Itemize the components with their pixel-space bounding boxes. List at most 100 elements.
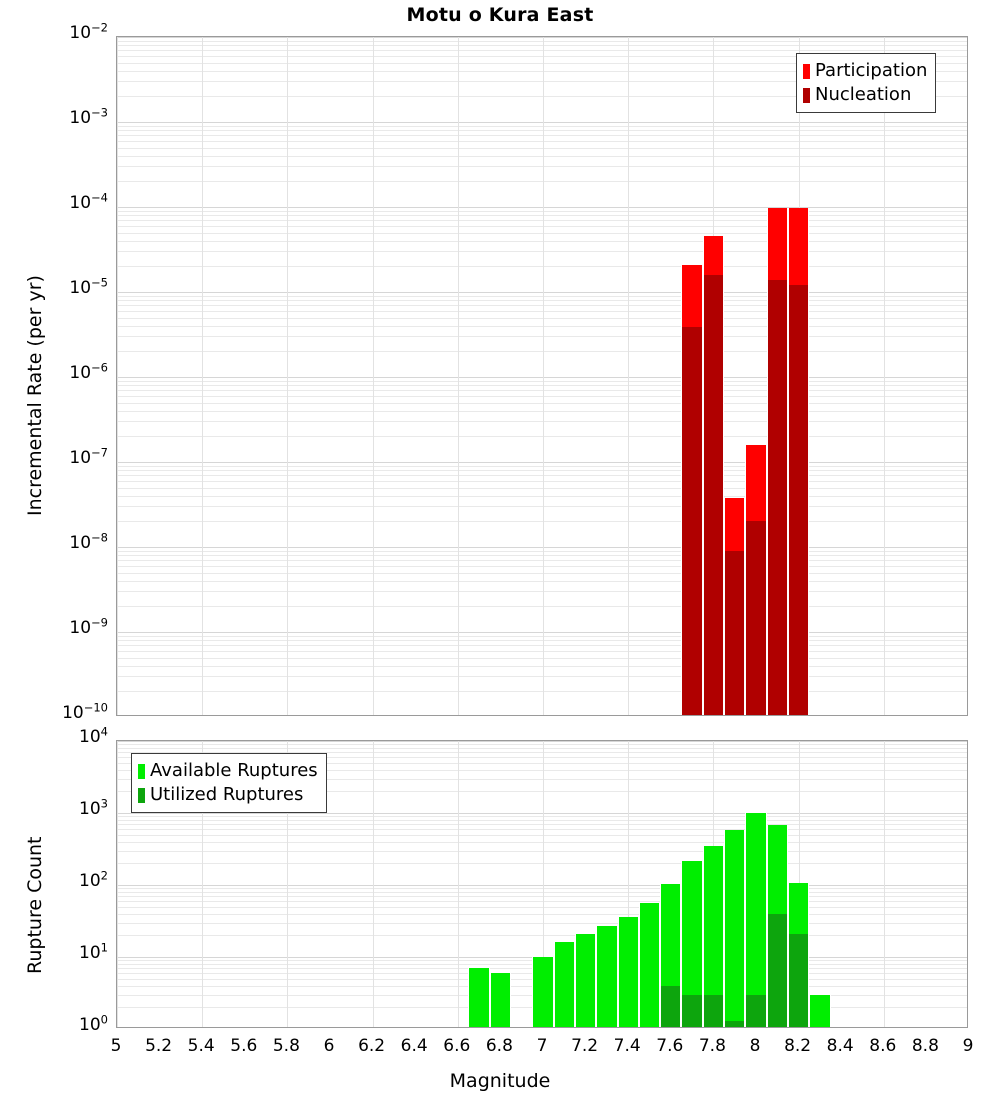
horizontal-gridline: [117, 220, 967, 221]
horizontal-gridline: [117, 901, 967, 902]
horizontal-gridline: [117, 292, 967, 293]
horizontal-gridline: [117, 741, 967, 742]
horizontal-gridline: [117, 81, 967, 82]
horizontal-gridline: [117, 744, 967, 745]
bar-rupture-count: [660, 883, 682, 1027]
horizontal-gridline: [117, 885, 967, 886]
legend-item-available: Available Ruptures: [138, 759, 318, 783]
horizontal-gridline: [117, 824, 967, 825]
bar-rupture-count: [745, 813, 767, 1027]
y-tick-label: 10−6: [69, 360, 108, 383]
x-tick-label: 6: [323, 1036, 335, 1056]
x-tick-label: 5.8: [272, 1036, 300, 1056]
vertical-gridline: [373, 741, 374, 1027]
x-tick-label: 6.4: [400, 1036, 428, 1056]
horizontal-gridline: [117, 560, 967, 561]
horizontal-gridline: [117, 555, 967, 556]
horizontal-gridline: [117, 130, 967, 131]
horizontal-gridline: [117, 63, 967, 64]
vertical-gridline: [117, 741, 118, 1027]
y-tick-label: 103: [79, 796, 108, 819]
horizontal-gridline: [117, 791, 967, 792]
bar-rupture-count: [532, 957, 554, 1027]
horizontal-gridline: [117, 547, 967, 548]
x-tick-label: 7.4: [613, 1036, 641, 1056]
horizontal-gridline: [117, 892, 967, 893]
horizontal-gridline: [117, 351, 967, 352]
bar-rupture-count: [553, 942, 575, 1027]
x-tick-label: 7: [536, 1036, 548, 1056]
horizontal-gridline: [117, 566, 967, 567]
x-tick-label: 8.6: [869, 1036, 897, 1056]
vertical-gridline: [458, 37, 459, 715]
y-tick-label: 10−3: [69, 105, 108, 128]
x-tick-label: 8.8: [911, 1036, 939, 1056]
y-tick-label: 10−5: [69, 275, 108, 298]
horizontal-gridline: [117, 935, 967, 936]
top-y-axis-label: Incremental Rate (per yr): [24, 275, 46, 516]
y-tick-label: 104: [79, 724, 108, 747]
bar-rupture-count: [596, 925, 618, 1027]
horizontal-gridline: [117, 496, 967, 497]
bar-overlay-utilized: [725, 1020, 745, 1027]
horizontal-gridline: [117, 50, 967, 51]
horizontal-gridline: [117, 421, 967, 422]
horizontal-gridline: [117, 914, 967, 915]
legend-label: Utilized Ruptures: [150, 784, 304, 805]
horizontal-gridline: [117, 851, 967, 852]
x-tick-label: 7.2: [571, 1036, 599, 1056]
horizontal-gridline: [117, 377, 967, 378]
horizontal-gridline: [117, 211, 967, 212]
bar-overlay-utilized: [661, 985, 681, 1027]
bar-overlay-nucleation: [788, 285, 809, 715]
bar-incremental-rate: [787, 207, 810, 715]
vertical-gridline: [287, 37, 288, 715]
legend-item-nucleation: Nucleation: [803, 83, 927, 107]
horizontal-gridline: [117, 813, 967, 814]
bar-rupture-count: [809, 994, 831, 1027]
horizontal-gridline: [117, 829, 967, 830]
bar-rupture-count: [574, 933, 597, 1027]
y-tick-label: 10−2: [69, 20, 108, 43]
horizontal-gridline: [117, 305, 967, 306]
horizontal-gridline: [117, 56, 967, 57]
horizontal-gridline: [117, 215, 967, 216]
horizontal-gridline: [117, 135, 967, 136]
y-tick-label: 10−8: [69, 530, 108, 553]
horizontal-gridline: [117, 122, 967, 123]
horizontal-gridline: [117, 591, 967, 592]
vertical-gridline: [373, 37, 374, 715]
horizontal-gridline: [117, 676, 967, 677]
bar-rupture-count: [681, 861, 703, 1027]
bar-incremental-rate: [681, 264, 703, 715]
vertical-gridline: [202, 741, 203, 1027]
x-tick-label: 9: [962, 1036, 974, 1056]
vertical-gridline: [543, 37, 544, 715]
horizontal-gridline: [117, 71, 967, 72]
y-tick-label: 10−9: [69, 615, 108, 638]
horizontal-gridline: [117, 318, 967, 319]
bar-rupture-count: [702, 846, 725, 1027]
vertical-gridline: [287, 741, 288, 1027]
vertical-gridline: [202, 37, 203, 715]
x-tick-label: 7.6: [656, 1036, 684, 1056]
vertical-gridline: [884, 741, 885, 1027]
vertical-gridline: [628, 741, 629, 1027]
x-tick-label: 6.2: [358, 1036, 386, 1056]
bar-rupture-count: [638, 902, 661, 1027]
legend-label: Participation: [815, 60, 928, 81]
bar-incremental-rate: [745, 444, 767, 715]
vertical-gridline: [458, 741, 459, 1027]
horizontal-gridline: [117, 41, 967, 42]
horizontal-gridline: [117, 336, 967, 337]
y-tick-label: 10−7: [69, 445, 108, 468]
horizontal-gridline: [117, 148, 967, 149]
bar-incremental-rate: [766, 207, 788, 715]
x-tick-label: 8.4: [826, 1036, 854, 1056]
legend-label: Available Ruptures: [150, 760, 318, 781]
horizontal-gridline: [117, 888, 967, 889]
horizontal-gridline: [117, 403, 967, 404]
horizontal-gridline: [117, 481, 967, 482]
vertical-gridline: [117, 37, 118, 715]
